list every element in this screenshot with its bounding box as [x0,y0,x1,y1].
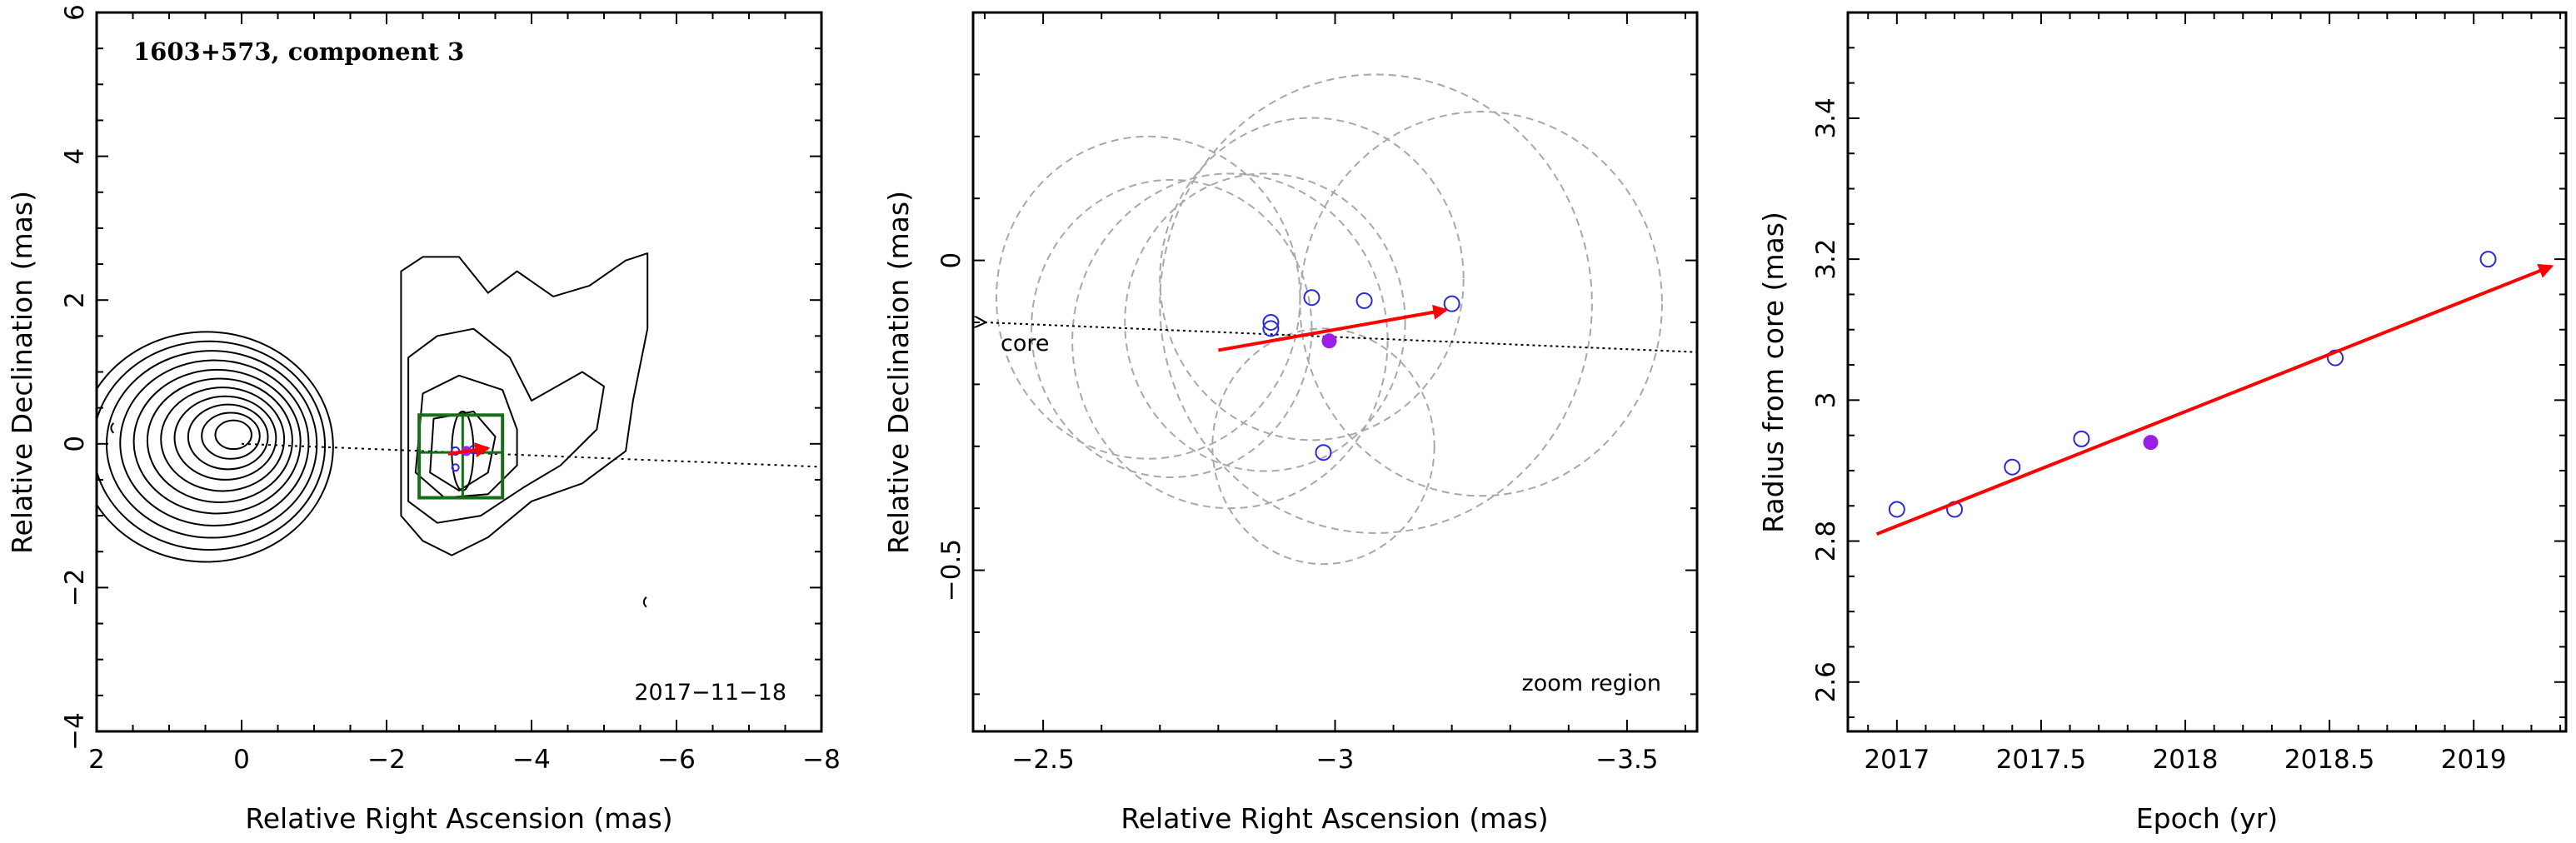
core-contour [97,340,327,551]
y-tick-label: −2 [60,569,90,607]
x-tick-label: −4 [512,745,551,775]
contour-speckle [642,596,647,608]
core-contour [214,419,252,451]
panel2-points [1262,289,1460,461]
error-circle [1211,327,1435,566]
core-contour [97,331,334,563]
x-tick-label: 2017 [1864,745,1930,775]
y-tick-label: 6 [60,4,90,21]
component-point [1315,444,1332,461]
panel-contour-map: 2 0 −2 −4 −6 −8 −4 −2 0 2 4 6 1603+573, component 3… [6,4,841,835]
epoch-point [2073,430,2090,447]
panel3-tick-labels: 2017 2017.5 2018 2018.5 2019 2.6 2.8 3 3.2 3.4 [1811,97,2507,775]
component-filled-point [1321,333,1337,349]
panel2-ridge-line [985,322,1697,353]
panel1-x-axis-label: Relative Right Ascension (mas) [245,802,672,835]
zoom-box-rect [417,413,505,500]
y-tick-label: 2.6 [1811,661,1841,702]
panel1-contours [97,252,649,608]
panel1-frame [95,11,823,733]
panel3-fit-arrow [1875,263,2554,536]
error-circle [996,135,1301,460]
core-contour [146,377,293,503]
panel1-date-annotation: 2017−11−18 [634,680,786,706]
x-tick-label: −3 [1316,745,1355,775]
core-contour [201,412,261,460]
panel1-title: 1603+573, component 3 [133,37,464,66]
y-tick-label: 4 [60,148,90,165]
epoch-point [2479,251,2497,268]
epoch-filled-point [2143,435,2159,451]
panel3-ticks [1848,12,2566,731]
x-tick-label: 2018 [2153,745,2219,775]
y-tick-label: 2 [60,292,90,308]
error-circle [1071,172,1389,510]
x-tick-label: 0 [233,745,250,775]
core-contour [160,387,286,492]
panel1-ticks [96,12,822,732]
panel2-frame [971,11,1699,733]
panel2-motion-arrow [1217,304,1449,352]
panel2-x-axis-label: Relative Right Ascension (mas) [1121,802,1548,835]
x-tick-label: −2 [367,745,406,775]
panel2-ticks [973,12,1697,731]
component-point [1262,320,1280,337]
panel2-y-axis-label: Relative Declination (mas) [882,191,915,554]
jet-contour [400,252,649,556]
core-contour [119,359,310,527]
y-tick-label: 2.8 [1811,521,1841,561]
x-tick-label: −3.5 [1595,745,1658,775]
component-point [1303,289,1320,307]
core-contour [132,368,302,515]
x-tick-label: −6 [657,745,696,775]
x-tick-label: 2 [88,745,105,775]
y-tick-label: 3.4 [1811,97,1841,138]
error-circle [1159,73,1593,534]
panel-radius-vs-epoch: 2017 2017.5 2018 2018.5 2019 2.6 2.8 3 3.2 3.4 Ep… [1757,11,2568,835]
panel-zoom-region: −2.5 −3 −3.5 0 −0.5 core zoom region Relativ… [882,11,1699,835]
error-circle [1124,172,1406,472]
y-tick-label: 0 [936,252,966,269]
component-point [1355,292,1373,309]
core-contour [187,403,269,471]
component-point [1443,295,1460,312]
contour-speckle [110,422,115,434]
x-tick-label: −8 [802,745,841,775]
jet-contour [407,327,605,524]
x-tick-label: 2018.5 [2284,745,2374,775]
panel2-tick-labels: −2.5 −3 −3.5 0 −0.5 [936,252,1659,775]
panel1-motion-arrow [447,442,491,458]
error-circle [1159,117,1465,441]
panel1-ridge-line [241,442,821,468]
core-contour [105,350,318,539]
y-tick-label: 3 [1811,392,1841,408]
y-tick-label: −4 [60,712,90,751]
core-contour [173,395,277,481]
epoch-point [1888,501,1905,518]
panel3-points [1888,251,2497,518]
panel2-zoom-annotation: zoom region [1522,671,1661,696]
component-point [451,463,460,472]
panel3-x-axis-label: Epoch (yr) [2136,802,2278,835]
jet-contour [414,374,518,499]
x-tick-label: 2017.5 [1996,745,2086,775]
panel3-frame [1846,11,2568,733]
component-point [1262,313,1280,331]
jet-contour [429,411,497,491]
error-circle [1299,111,1663,497]
y-tick-label: 0 [60,436,90,452]
panel2-error-circles [996,73,1663,566]
panel1-tick-labels: 2 0 −2 −4 −6 −8 −4 −2 0 2 4 6 [60,4,841,775]
y-tick-label: −0.5 [936,539,966,601]
panel1-y-axis-label: Relative Declination (mas) [6,191,38,554]
x-tick-label: −2.5 [1011,745,1074,775]
y-tick-label: 3.2 [1811,238,1841,279]
epoch-point [2004,458,2021,476]
x-tick-label: 2019 [2441,745,2507,775]
panel2-core-label: core [1001,331,1049,357]
panel3-y-axis-label: Radius from core (mas) [1757,212,1790,533]
